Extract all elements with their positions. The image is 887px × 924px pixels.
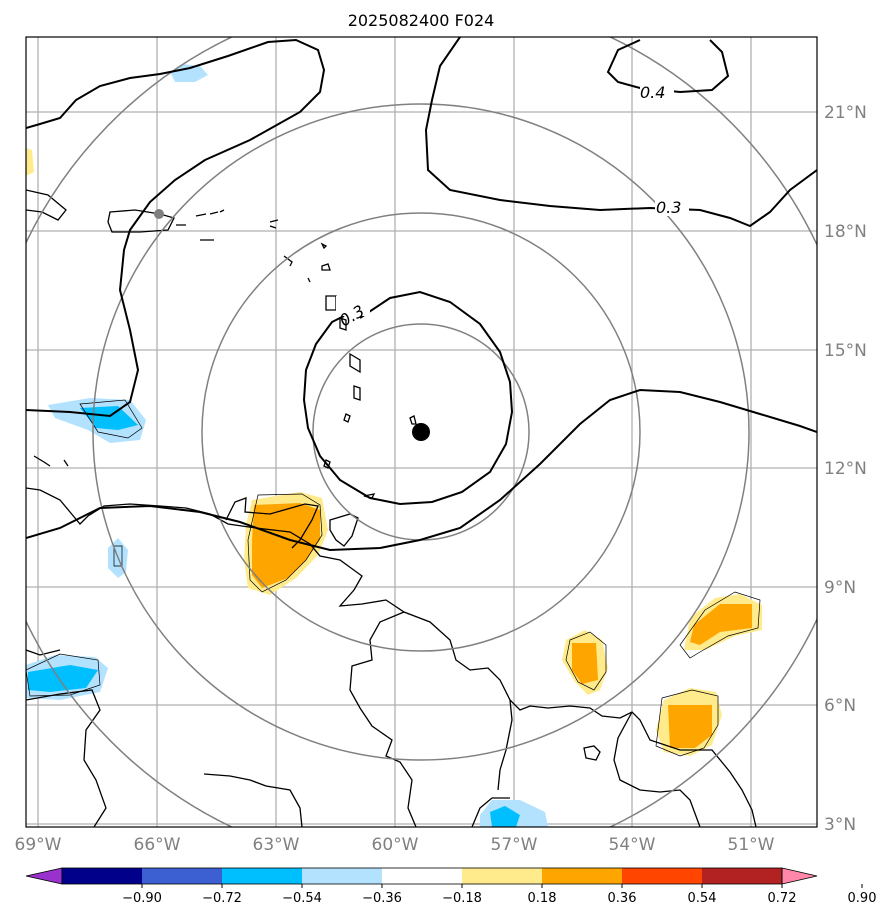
colorbar-tick-label: −0.54 xyxy=(282,891,322,906)
coast-martinique xyxy=(349,352,361,374)
shade-carib-outline xyxy=(79,399,143,439)
range-ring-3 xyxy=(92,103,750,761)
colorbar-segment xyxy=(462,868,542,884)
shade-colombia-outline xyxy=(26,653,101,697)
border-venezuela-guyana xyxy=(349,611,417,827)
coast-dominica xyxy=(339,317,347,331)
lat-tick-9n: 9°N xyxy=(824,578,856,598)
coast-stvincent xyxy=(343,413,351,423)
colorbar-extend-high xyxy=(781,867,818,885)
contour-0-3-east xyxy=(26,388,817,552)
colorbar-tick-label: −0.72 xyxy=(202,891,242,906)
map-frame xyxy=(25,36,818,828)
border-colombia-2 xyxy=(26,649,61,656)
colorbar-tick-label: −0.18 xyxy=(442,891,482,906)
lat-tick-3n: 3°N xyxy=(824,815,856,835)
shade-trinidad-orange xyxy=(252,503,320,588)
lat-tick-12n: 12°N xyxy=(824,459,867,479)
contour-main-0-3 xyxy=(26,38,326,418)
shade-guyana-outline xyxy=(565,631,607,691)
colorbar-extend-low xyxy=(25,867,63,885)
colorbar: −0.90 −0.72 −0.54 −0.36 −0.18 0.18 0.36 0.54 0.7… xyxy=(25,867,877,906)
coast-antilles-2 xyxy=(320,242,328,250)
colorbar-segment xyxy=(302,868,382,884)
lon-tick-63w: 63°W xyxy=(253,835,300,855)
coast-antilles-4 xyxy=(307,277,311,283)
coast-trinidad xyxy=(225,497,319,549)
colorbar-segment xyxy=(622,868,702,884)
lat-tick-18n: 18°N xyxy=(824,222,867,242)
colorbar-tick-label: 0.72 xyxy=(768,891,797,906)
contour-inner-closed xyxy=(302,290,514,506)
map-area: 0.4 0.3 0.3 xyxy=(26,37,817,827)
shade-trinidad-outline xyxy=(247,493,323,593)
range-ring-2 xyxy=(201,212,641,652)
colorbar-segment xyxy=(382,868,462,884)
shade-atlantic-orange xyxy=(690,604,752,645)
shade-carib-blue xyxy=(80,406,138,430)
lat-tick-21n: 21°N xyxy=(824,103,867,123)
lon-tick-57w: 57°W xyxy=(491,835,538,855)
colorbar-segment xyxy=(702,868,782,884)
lon-tick-51w: 51°W xyxy=(728,835,775,855)
coast-islets xyxy=(176,209,279,241)
lon-tick-69w: 69°W xyxy=(15,835,62,855)
shade-leftedge-yellow xyxy=(26,148,34,176)
border-brazil-west xyxy=(203,773,303,827)
colorbar-tick-label: −0.90 xyxy=(122,891,162,906)
border-suriname-fg xyxy=(613,711,701,827)
shade-suriname-outline xyxy=(655,689,719,757)
colorbar-segment xyxy=(222,868,302,884)
lat-tick-15n: 15°N xyxy=(824,341,867,361)
shade-brazil-blue xyxy=(490,806,520,827)
lat-tick-6n: 6°N xyxy=(824,696,856,716)
colorbar-segment xyxy=(542,868,622,884)
shade-guyana-orange xyxy=(572,643,598,684)
shade-atlantic-outline xyxy=(679,591,761,659)
contours xyxy=(26,37,817,552)
station-dot xyxy=(154,209,164,219)
coast-venezuela xyxy=(26,487,757,827)
coast-barbados xyxy=(409,415,417,425)
coast-grenada xyxy=(323,459,331,469)
coast-fg-island xyxy=(583,745,601,761)
storm-center-dot xyxy=(412,423,430,441)
border-colombia xyxy=(26,689,107,827)
lon-tick-54w: 54°W xyxy=(609,835,656,855)
shaded-fields xyxy=(26,64,762,827)
shade-north-light xyxy=(170,64,208,82)
colorbar-tick-label: 0.90 xyxy=(848,891,877,906)
lat-tick-labels: 21°N 18°N 15°N 12°N 9°N 6°N 3°N xyxy=(824,103,867,835)
contour-label-group: 0.4 0.3 0.3 xyxy=(336,80,689,330)
lon-tick-labels: 69°W 66°W 63°W 60°W 57°W 54°W 51°W xyxy=(15,835,775,855)
colorbar-segment xyxy=(62,868,142,884)
colorbar-segment xyxy=(142,868,222,884)
coast-antilles-1 xyxy=(283,255,293,267)
contour-label-0-3-a: 0.3 xyxy=(656,198,681,217)
colorbar-tick-label: 0.18 xyxy=(528,891,557,906)
border-brazil-south xyxy=(471,797,510,827)
figure-title: 2025082400 F024 xyxy=(348,11,495,30)
border-guyana-suriname xyxy=(497,699,513,791)
shade-suriname-orange xyxy=(668,705,712,748)
colorbar-tick-label: −0.36 xyxy=(362,891,402,906)
colorbar-outline xyxy=(61,867,783,885)
lon-tick-60w: 60°W xyxy=(372,835,419,855)
lon-tick-66w: 66°W xyxy=(134,835,181,855)
colorbar-tick-label: 0.54 xyxy=(688,891,717,906)
contour-label-0-4: 0.4 xyxy=(640,83,665,102)
coast-hispaniola-edge xyxy=(26,189,67,221)
coast-antilles-3 xyxy=(321,263,331,271)
colorbar-tick-label: 0.36 xyxy=(608,891,637,906)
coast-stlucia xyxy=(353,385,361,401)
contour-0-3-top xyxy=(424,37,817,228)
shade-colombia-blue xyxy=(28,665,98,692)
